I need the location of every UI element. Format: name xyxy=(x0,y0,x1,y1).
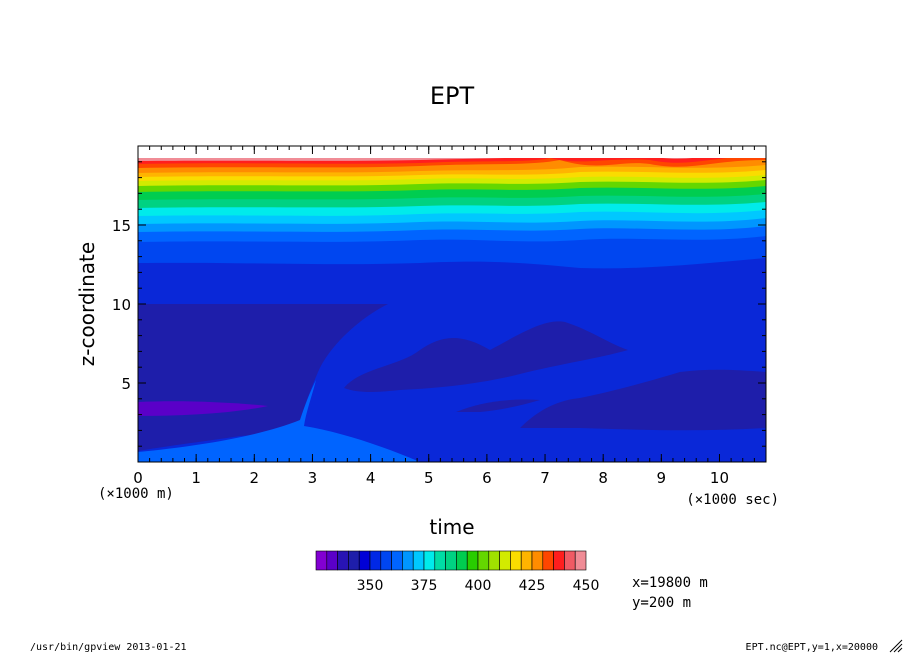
x-tick-label: 3 xyxy=(308,469,318,487)
purple-core xyxy=(138,401,268,416)
colorbar-swatch xyxy=(315,550,328,571)
y-tick-label: 5 xyxy=(121,375,131,393)
footer-left: /usr/bin/gpview 2013-01-21 xyxy=(30,642,187,653)
dark-region-right xyxy=(520,369,766,431)
colorbar-swatch xyxy=(434,550,446,571)
y-axis: 5 10 15 xyxy=(112,161,766,447)
x-axis: 0 1 2 3 4 5 6 7 8 9 10 xyxy=(133,146,767,487)
x-tick-label: 5 xyxy=(424,469,434,487)
y-tick-label: 15 xyxy=(112,217,131,235)
y-axis-label: z-coordinate xyxy=(75,242,99,366)
colorbar-swatch xyxy=(391,550,403,571)
colorbar-swatch xyxy=(423,550,436,571)
light-plume xyxy=(138,380,420,462)
colorbar-swatch xyxy=(574,550,587,571)
x-tick-label: 8 xyxy=(598,469,608,487)
colorbar-swatch xyxy=(402,550,414,571)
colorbar-swatch xyxy=(477,550,490,571)
dark-strip xyxy=(456,399,540,412)
colorbar-swatch xyxy=(456,550,468,571)
corner-mark-icon xyxy=(889,639,903,653)
colorbar-swatch xyxy=(337,550,349,571)
colorbar-swatch xyxy=(348,550,360,571)
plot-area xyxy=(138,146,766,462)
x-tick-label: 1 xyxy=(191,469,201,487)
colorbar-swatch xyxy=(553,550,565,571)
colorbar xyxy=(315,550,587,571)
colorbar-labels: 350 375 400 425 450 xyxy=(357,578,600,594)
x-tick-label: 7 xyxy=(540,469,550,487)
annotation-x: x=19800 m xyxy=(632,575,708,591)
y-unit-label: (×1000 m) xyxy=(98,486,174,502)
x-tick-label: 10 xyxy=(710,469,729,487)
colorbar-swatch xyxy=(466,550,479,571)
colorbar-swatch xyxy=(499,550,511,571)
colorbar-tick-label: 450 xyxy=(573,578,600,594)
dark-blob-mid xyxy=(344,321,628,392)
footer-right: EPT.nc@EPT,y=1,x=20000 xyxy=(746,642,878,653)
colorbar-swatch xyxy=(326,550,338,571)
colorbar-swatch xyxy=(510,550,522,571)
colorbar-tick-label: 400 xyxy=(465,578,492,594)
x-tick-label: 0 xyxy=(133,469,143,487)
x-tick-label: 4 xyxy=(366,469,376,487)
colorbar-tick-label: 375 xyxy=(411,578,438,594)
y-tick-label: 10 xyxy=(112,296,131,314)
colorbar-swatch xyxy=(358,550,371,571)
colorbar-swatch xyxy=(542,550,554,571)
chart-title: EPT xyxy=(430,82,475,110)
colorbar-swatch xyxy=(531,550,544,571)
colorbar-swatch xyxy=(488,550,500,571)
colorbar-swatch xyxy=(445,550,457,571)
colorbar-tick-label: 350 xyxy=(357,578,384,594)
band-top-edge xyxy=(138,146,766,158)
colorbar-swatch xyxy=(380,550,392,571)
x-tick-label: 6 xyxy=(482,469,492,487)
colorbar-tick-label: 425 xyxy=(519,578,546,594)
colorbar-swatch xyxy=(520,550,533,571)
colorbar-swatch xyxy=(412,550,425,571)
x-axis-label: time xyxy=(429,515,474,539)
colorbar-swatch xyxy=(369,550,382,571)
annotation-y: y=200 m xyxy=(632,595,691,611)
x-tick-label: 2 xyxy=(250,469,260,487)
x-tick-label: 9 xyxy=(657,469,667,487)
x-unit-label: (×1000 sec) xyxy=(686,492,779,508)
colorbar-swatch xyxy=(564,550,576,571)
